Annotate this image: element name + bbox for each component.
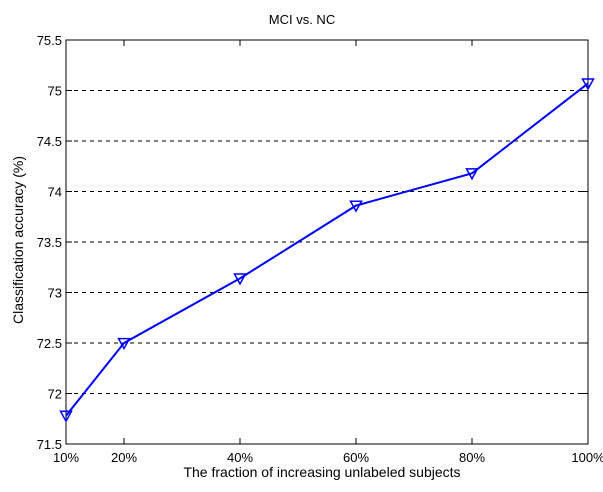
y-tick-label: 74 xyxy=(48,185,62,200)
chart-title: MCI vs. NC xyxy=(269,12,335,27)
data-point-marker xyxy=(233,273,247,286)
x-tick-label: 60% xyxy=(343,450,369,465)
x-tick-label: 80% xyxy=(459,450,485,465)
data-point-marker xyxy=(117,337,131,351)
x-tick-label: 20% xyxy=(111,450,137,465)
series-line xyxy=(65,82,589,417)
y-tick-label: 74.5 xyxy=(37,134,62,149)
grid-lines xyxy=(66,90,588,394)
x-tick-label: 100% xyxy=(571,450,603,465)
x-axis-label: The fraction of increasing unlabeled sub… xyxy=(183,464,460,480)
series-layer xyxy=(59,78,595,423)
y-tick-label: 73 xyxy=(48,286,62,301)
y-tick-label: 73.5 xyxy=(37,235,62,250)
data-point-marker xyxy=(465,168,479,181)
x-tick-label: 40% xyxy=(227,450,253,465)
data-point-marker xyxy=(349,200,363,213)
y-tick-label: 72 xyxy=(48,387,62,402)
y-axis-label: Classification accuracy (%) xyxy=(10,156,26,324)
y-tick-label: 75 xyxy=(48,84,62,99)
x-tick-label: 10% xyxy=(53,450,79,465)
y-tick-label: 72.5 xyxy=(37,336,62,351)
y-tick-label: 71.5 xyxy=(37,437,62,452)
y-tick-label: 75.5 xyxy=(37,33,62,48)
axis-ticks: 71.5 72 72.5 73 73.5 74 74.5 75 75.5 10% 20% 40% 60%… xyxy=(37,33,603,465)
data-point-marker xyxy=(581,78,595,91)
data-point-marker xyxy=(59,410,73,423)
